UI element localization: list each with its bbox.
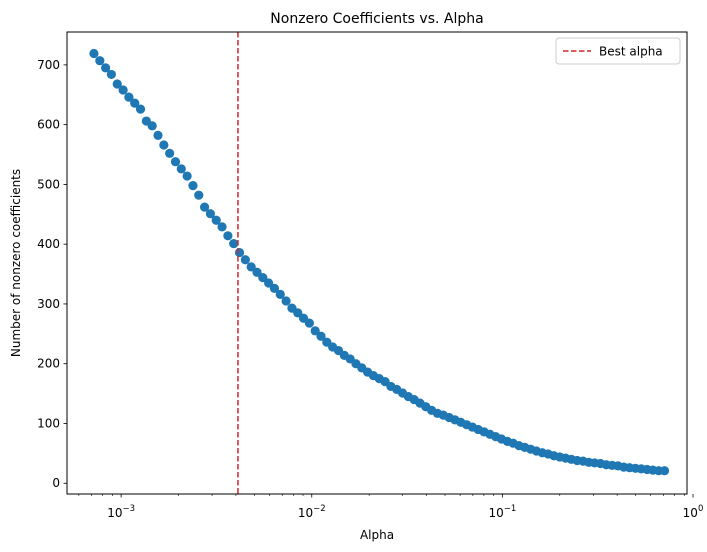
data-point [246,262,256,272]
data-point [264,278,274,288]
data-point [165,148,175,158]
data-point [304,318,314,328]
legend-box [555,37,681,65]
y-tick-label: 200 [37,357,60,371]
data-point [170,157,181,167]
data-point [316,331,326,341]
data-point [182,171,192,181]
data-point [106,69,116,80]
data-point [194,190,204,200]
data-point [199,202,210,212]
data-point [281,296,291,306]
data-point [147,121,157,131]
plot-area-frame [66,31,688,495]
chart-marks [89,32,670,494]
data-point [112,79,122,89]
y-tick-label: 100 [37,416,60,430]
data-point [118,85,128,95]
data-point [153,130,163,140]
data-point [205,209,216,219]
y-tick-label: 300 [37,297,60,311]
data-point [211,215,221,225]
y-tick-label: 400 [37,237,60,251]
data-point [95,56,105,66]
data-point [159,140,169,150]
data-point [258,273,268,283]
data-point [240,255,250,265]
data-point [310,326,320,336]
data-point [293,308,303,318]
data-point [275,289,285,299]
data-point [124,92,134,102]
data-point [217,222,227,232]
y-axis: 0 100 200 300 400 500 600 700 [37,58,67,490]
legend-best-alpha-label: Best alpha [599,45,663,59]
data-point [659,466,670,476]
chart-title: Nonzero Coefficients vs. Alpha [270,11,483,27]
y-tick-label: 600 [37,118,60,132]
data-point [188,181,198,191]
data-point [101,63,111,73]
legend: Best alpha [555,37,681,65]
data-point [269,283,280,294]
y-tick-label: 0 [52,476,60,490]
data-point [130,98,140,108]
data-point [223,231,233,241]
data-point [89,48,99,59]
data-point [234,247,245,258]
y-tick-label: 700 [37,58,60,72]
data-point [176,164,186,174]
y-tick-label: 500 [37,177,60,191]
x-axis-label: Alpha [360,528,394,542]
data-point [229,238,239,249]
data-point [135,104,146,114]
y-axis-label: Number of nonzero coefficients [9,169,23,357]
data-point [252,267,262,277]
